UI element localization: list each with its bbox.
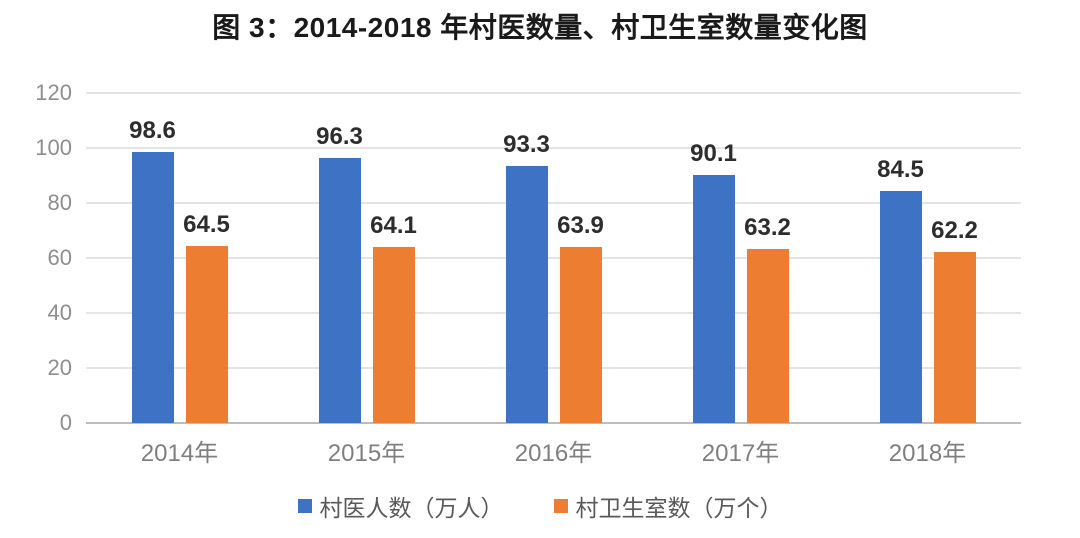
bar-value-label: 62.2 <box>931 216 978 244</box>
legend-swatch-blue-icon <box>297 499 312 513</box>
gridline <box>86 312 1021 314</box>
plot-area: 0 20 40 60 80 100 120 98.6 64.5 96.3 64.1 93.3 63.9 9… <box>35 82 1021 434</box>
gridline <box>86 147 1021 149</box>
bar-orange-2018年: 62.2 <box>931 217 978 423</box>
bar-value-label: 63.2 <box>744 214 791 242</box>
bar-value-label: 96.3 <box>316 123 363 151</box>
bar-group-2015年: 96.3 64.1 <box>273 93 460 423</box>
gridline <box>86 257 1021 259</box>
legend-swatch-orange-icon <box>553 499 568 513</box>
bar-orange-2015年: 64.1 <box>370 212 417 423</box>
y-tick-label: 60 <box>47 245 72 270</box>
x-tick-label: 2018年 <box>888 440 967 467</box>
legend-label: 村医人数（万人） <box>319 495 504 521</box>
bar-value-label: 90.1 <box>690 140 737 168</box>
gridline <box>86 367 1021 369</box>
x-tick-label: 2015年 <box>327 440 406 467</box>
bar-group-2017年: 90.1 63.2 <box>647 93 834 423</box>
bar-blue-2017年: 90.1 <box>690 140 737 423</box>
bar-blue-2016年: 93.3 <box>503 131 550 423</box>
x-tick-label: 2017年 <box>701 440 780 467</box>
legend-item-village-clinics: 村卫生室数（万个） <box>553 489 783 523</box>
bar-value-label: 93.3 <box>503 131 550 159</box>
y-tick-label: 80 <box>47 190 72 215</box>
bar-value-label: 64.5 <box>183 210 230 238</box>
y-tick-label: 40 <box>47 300 72 325</box>
y-tick-label: 20 <box>47 355 72 380</box>
gridline <box>86 202 1021 204</box>
bar-value-label: 63.9 <box>557 212 604 240</box>
bar-orange-2017年: 63.2 <box>744 214 791 423</box>
x-axis: 2014年 2015年 2016年 2017年 2018年 <box>86 433 1021 467</box>
bar-group-2018年: 84.5 62.2 <box>834 93 1021 423</box>
bar-group-2014年: 98.6 64.5 <box>86 93 273 423</box>
legend-label: 村卫生室数（万个） <box>575 495 783 521</box>
y-tick-label: 100 <box>35 135 72 160</box>
bar-blue-2018年: 84.5 <box>877 156 924 423</box>
x-tick-label: 2016年 <box>514 440 593 467</box>
y-tick-label: 0 <box>59 410 72 435</box>
x-tick-label: 2014年 <box>140 440 219 467</box>
bar-value-label: 64.1 <box>370 211 417 239</box>
bar-orange-2016年: 63.9 <box>557 212 604 423</box>
bar-value-label: 84.5 <box>877 155 924 183</box>
y-tick-label: 120 <box>35 80 72 105</box>
x-axis-line <box>86 422 1021 424</box>
bar-blue-2015年: 96.3 <box>316 123 363 423</box>
chart-title: 图 3：2014-2018 年村医数量、村卫生室数量变化图 <box>212 12 868 43</box>
bar-orange-2014年: 64.5 <box>183 211 230 423</box>
gridline <box>86 92 1021 94</box>
legend: 村医人数（万人） 村卫生室数（万个） <box>0 489 1080 523</box>
legend-item-village-doctors: 村医人数（万人） <box>297 489 504 523</box>
bar-group-2016年: 93.3 63.9 <box>460 93 647 423</box>
bar-blue-2014年: 98.6 <box>129 117 176 423</box>
bar-value-label: 98.6 <box>129 116 176 144</box>
